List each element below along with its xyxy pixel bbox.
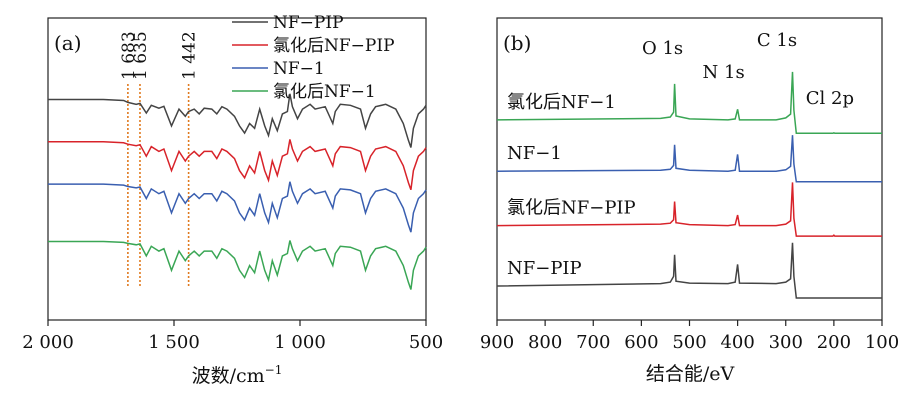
panel-b-x-tick-label: 600: [624, 332, 658, 353]
panel-b-series-label-0: 氯化后NF−1: [507, 92, 616, 113]
panel-b-label: (b): [503, 31, 531, 55]
panel-b-x-tick-label: 700: [576, 332, 610, 353]
annotation-label-1442: 1 442: [180, 31, 200, 80]
panel-b-xps-chart: (b) O 1s N 1s C 1s Cl 2p 氯化后NF−1 NF−1 氯化后NF−P…: [480, 17, 899, 385]
panel-b-series-1: [496, 135, 882, 183]
panel-b-x-tick-label: 400: [720, 332, 754, 353]
panel-b-series-label-2: 氯化后NF−PIP: [507, 198, 636, 219]
panel-b-x-axis-label: 结合能/eV: [646, 363, 735, 385]
panel-b-x-tick-label: 300: [769, 332, 803, 353]
panel-a-frame: [47, 17, 427, 321]
peak-label-n-1s: N 1s: [703, 62, 745, 83]
legend-label-1: 氯化后NF−PIP: [273, 36, 395, 56]
panel-b-series-2: [496, 182, 882, 237]
panel-b-x-tick-label: 800: [528, 332, 562, 353]
panel-a-series-3: [48, 240, 427, 290]
panel-b-series-label-3: NF−PIP: [507, 258, 582, 279]
peak-label-o-1s: O 1s: [642, 38, 683, 59]
panel-a-series-1: [48, 139, 427, 191]
annotation-label-1635: 1 635: [131, 31, 151, 80]
panel-b-x-tick-label: 500: [672, 332, 706, 353]
legend-label-2: NF−1: [273, 59, 325, 79]
panel-a-x-axis-label: 波数/cm−1: [192, 363, 283, 387]
peak-label-c-1s: C 1s: [757, 30, 797, 51]
panel-a-x-tick-label: 2 000: [22, 332, 74, 353]
panel-a-x-tick-label: 500: [409, 332, 443, 353]
annotation-label-1683: 1 683: [119, 31, 139, 80]
peak-label-cl-2p: Cl 2p: [806, 88, 854, 109]
panel-b-series-0: [496, 71, 882, 135]
panel-a-series-2: [48, 181, 427, 233]
panel-b-x-tick-label: 900: [480, 332, 514, 353]
panel-b-x-tick-label: 200: [817, 332, 851, 353]
panel-a-x-tick-label: 1 500: [148, 332, 200, 353]
panel-a-series-0: [48, 93, 427, 148]
panel-b-series-label-1: NF−1: [507, 143, 562, 164]
panel-b-series-3: [496, 242, 882, 299]
panel-a-label: (a): [54, 31, 82, 55]
legend-label-3: 氯化后NF−1: [273, 82, 376, 102]
legend-label-0: NF−PIP: [273, 13, 344, 33]
panel-b-x-tick-label: 100: [865, 332, 899, 353]
panel-a-x-tick-label: 1 000: [274, 332, 326, 353]
